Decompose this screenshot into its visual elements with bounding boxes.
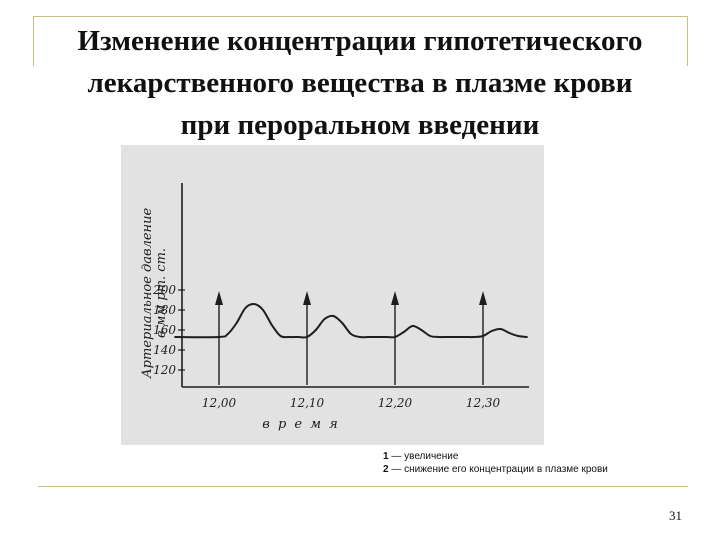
data-point-23 xyxy=(411,325,414,327)
x-tick-label-3: 12,30 xyxy=(466,396,501,410)
title-line-2: лекарственного вещества в плазме крови xyxy=(87,67,633,99)
data-point-33 xyxy=(499,328,502,330)
data-point-31 xyxy=(482,335,484,337)
data-point-2 xyxy=(226,333,229,335)
dose-arrow-head-0 xyxy=(215,291,223,305)
data-point-6 xyxy=(262,309,264,311)
legend-item-2: 2 — снижение его концентрации в плазме к… xyxy=(383,463,608,476)
data-point-3 xyxy=(235,322,238,324)
data-point-10 xyxy=(297,336,300,338)
frame-top-line xyxy=(33,16,688,17)
data-point-29 xyxy=(464,336,467,338)
dose-arrow-head-1 xyxy=(303,291,311,305)
data-point-35 xyxy=(517,335,520,337)
dose-arrow-head-3 xyxy=(479,291,487,305)
data-point-24 xyxy=(420,329,423,331)
data-point-34 xyxy=(508,332,511,334)
legend-item-1-text: — увеличение xyxy=(388,451,459,462)
data-point-13 xyxy=(323,318,326,320)
data-point-27 xyxy=(446,336,449,338)
y-tick-label-200: 200 xyxy=(152,283,176,297)
data-point-16 xyxy=(350,333,352,335)
data-point-28 xyxy=(455,336,458,338)
data-point-12 xyxy=(314,329,317,331)
data-point-36 xyxy=(526,336,528,338)
data-point-26 xyxy=(438,336,440,338)
data-point-18 xyxy=(367,336,370,338)
x-axis-label: в р е м я xyxy=(262,417,340,432)
page-number: 31 xyxy=(669,508,682,523)
data-point-8 xyxy=(279,335,282,337)
legend-item-2-num: 2 xyxy=(383,464,389,475)
y-tick-label-180: 180 xyxy=(153,303,176,317)
data-point-7 xyxy=(270,324,273,326)
x-tick-label-1: 12,10 xyxy=(290,396,325,410)
frame-bottom-line xyxy=(38,486,688,487)
slide-title: Изменение концентрации гипотетического л… xyxy=(30,20,690,146)
data-point-19 xyxy=(376,336,379,338)
frame-right-line xyxy=(687,16,688,66)
legend-item-1: 1 — увеличение xyxy=(383,450,608,463)
data-point-32 xyxy=(490,330,493,332)
dose-arrow-head-2 xyxy=(391,291,399,305)
data-point-1 xyxy=(218,336,220,338)
data-point-11 xyxy=(306,336,308,338)
legend: 1 — увеличение 2 — снижение его концентр… xyxy=(383,450,608,476)
x-tick-label-0: 12,00 xyxy=(202,396,237,410)
y-tick-label-120: 120 xyxy=(153,363,176,377)
data-point-30 xyxy=(473,336,476,338)
data-point-17 xyxy=(358,336,361,338)
data-point-21 xyxy=(394,336,396,338)
legend-item-1-num: 1 xyxy=(383,451,389,462)
legend-item-2-text: — снижение его концентрации в плазме кро… xyxy=(388,464,608,475)
x-tick-label-2: 12,20 xyxy=(378,396,413,410)
title-line-3: при пероральном введении xyxy=(180,109,540,141)
data-point-0 xyxy=(174,336,176,338)
data-point-22 xyxy=(402,331,405,333)
y-tick-label-160: 160 xyxy=(153,323,176,337)
data-point-5 xyxy=(253,303,256,305)
data-point-25 xyxy=(429,335,432,337)
frame-left-line xyxy=(33,16,34,66)
chart-figure: 200 180 160 140 120 Артериальное давление в мм… xyxy=(121,145,544,445)
title-line-1: Изменение концентрации гипотетического xyxy=(77,25,643,57)
data-point-4 xyxy=(244,307,247,309)
data-point-20 xyxy=(385,336,388,338)
data-point-15 xyxy=(341,322,344,324)
data-point-14 xyxy=(332,315,335,317)
y-axis-label-line-1: Артериальное давление xyxy=(140,208,155,380)
series-line xyxy=(174,302,528,339)
y-axis-label-line-2: в мм рт. ст. xyxy=(154,248,169,338)
y-tick-label-140: 140 xyxy=(153,343,176,357)
data-point-9 xyxy=(288,336,291,338)
